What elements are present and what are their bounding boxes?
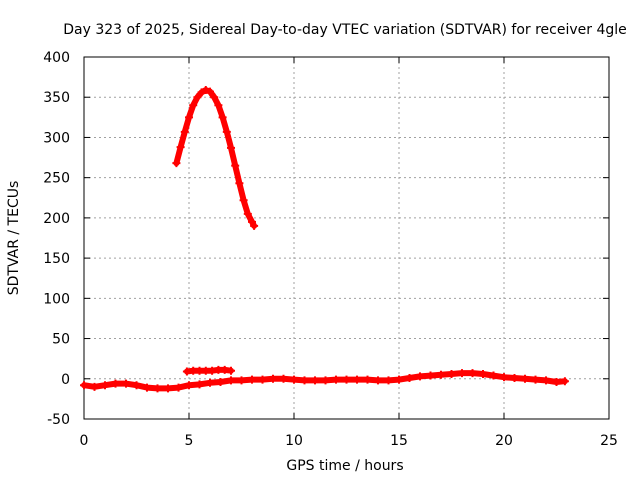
data-point [101,381,109,390]
series-0 [172,85,259,230]
data-point [216,377,225,386]
data-point [560,377,569,386]
data-point [206,378,214,387]
data-point [500,373,508,382]
data-point [227,143,235,152]
data-point [80,381,88,390]
y-tick-label: 0 [61,372,70,388]
data-point [542,376,550,385]
grid [84,57,609,419]
data-point [447,369,456,378]
data-point [237,376,246,385]
y-tick-label: 350 [43,90,70,106]
data-point [250,221,259,230]
data-point [90,382,99,391]
data-point [176,143,185,152]
data-point [290,375,298,384]
data-point [227,376,235,385]
x-tick-label: 0 [80,433,89,449]
data-point [197,88,206,97]
data-point [174,383,183,392]
y-tick-label: 400 [43,50,70,66]
y-tick-label: 100 [43,291,70,307]
data-point [510,373,519,382]
data-point [239,196,248,205]
data-point [218,113,227,122]
data-point [279,374,288,383]
data-point [172,159,181,168]
data-point [206,87,214,96]
axis-ticks: -50 0 50 100 150 200 250 300 350 400 0 5 10 15 20 25 [43,50,618,449]
data-point [132,381,141,390]
data-point [258,375,267,384]
data-point [353,375,361,384]
data-point [235,179,244,188]
y-tick-label: 300 [43,130,70,146]
data-point [222,127,231,136]
data-point [210,93,219,102]
data-point [531,375,540,384]
x-tick-label: 20 [495,433,513,449]
data-point [416,372,424,381]
data-point [180,127,189,136]
data-point [195,380,204,389]
data-point [311,376,319,385]
data-point [214,101,223,110]
data-point [374,376,382,385]
data-point [111,379,120,388]
data-point [143,383,151,392]
x-axis-label: GPS time / hours [286,458,403,474]
x-tick-label: 10 [285,433,303,449]
chart-title: Day 323 of 2025, Sidereal Day-to-day VTE… [63,22,627,38]
y-tick-label: 150 [43,251,70,267]
data-point [153,384,162,393]
data-point [437,370,445,379]
data-point [405,373,414,382]
data-point [189,101,198,110]
data-point [201,85,210,94]
data-point [248,217,256,226]
plot-frame [83,56,610,420]
data-point [164,384,172,393]
data-point [185,381,193,390]
data-point [552,377,561,386]
data-point [185,113,193,122]
x-tick-label: 25 [600,433,618,449]
data-point [384,376,393,385]
data-point [227,366,235,375]
y-tick-label: 200 [43,211,70,227]
x-tick-label: 5 [185,433,194,449]
data-point [468,369,477,378]
y-axis-label: SDTVAR / TECUs [6,181,22,296]
data-point [521,374,529,383]
y-tick-label: -50 [47,412,70,428]
data-point [300,376,309,385]
data-point [332,375,340,384]
x-tick-label: 15 [390,433,408,449]
data-point [426,371,435,380]
data-point [269,374,277,383]
data-point [231,161,240,170]
data-point [122,379,130,388]
data-point [489,371,498,380]
data-point [342,375,351,384]
data-point [243,209,252,218]
data-point [193,93,202,102]
data-point [479,369,487,378]
y-tick-label: 50 [52,332,70,348]
y-tick-label: 250 [43,171,70,187]
series-2 [80,369,569,393]
data-point [248,375,256,384]
data-point [395,375,403,384]
data-point [458,369,466,378]
data-point [321,376,330,385]
data-point [363,375,372,384]
data-points [80,85,569,393]
series-1 [182,365,235,376]
